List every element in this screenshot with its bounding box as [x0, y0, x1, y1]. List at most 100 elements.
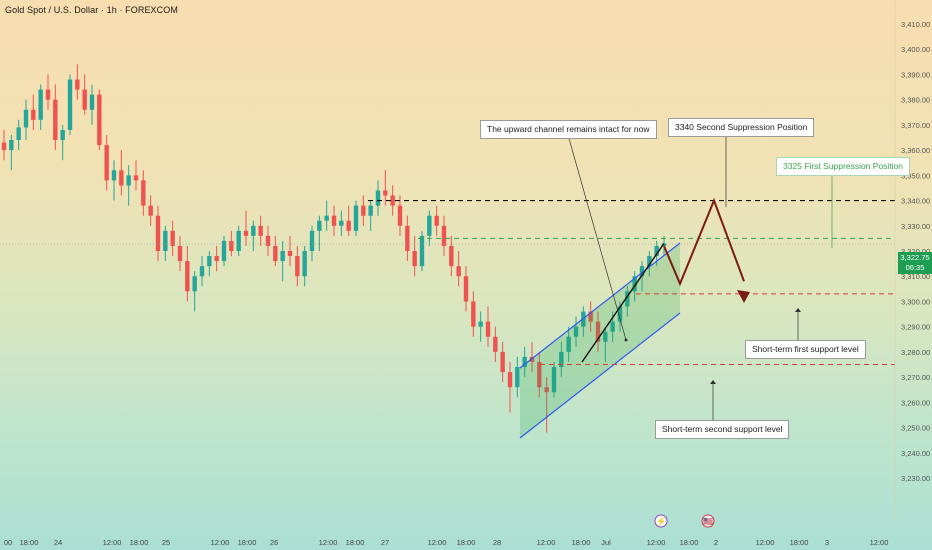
- candle-body: [493, 336, 498, 352]
- y-tick-label: 3,350.00: [901, 171, 930, 180]
- x-tick-label: 18:00: [680, 538, 699, 547]
- candle-body: [75, 79, 80, 90]
- candle-body: [515, 367, 520, 388]
- candle-body: [625, 291, 630, 307]
- candle-body: [544, 387, 549, 393]
- candle-body: [405, 225, 410, 251]
- x-tick-label: 12:00: [319, 538, 338, 547]
- x-tick-label: 18:00: [346, 538, 365, 547]
- candle-body: [595, 321, 601, 342]
- y-tick-label: 3,330.00: [901, 222, 930, 231]
- candle-body: [654, 245, 659, 257]
- candle-body: [573, 326, 579, 337]
- candle-body: [471, 301, 476, 327]
- x-tick-label: 12:00: [211, 538, 230, 547]
- candle-body: [177, 245, 183, 262]
- candle-body: [111, 170, 117, 181]
- y-tick-label: 3,320.00: [901, 247, 930, 256]
- event-icon-bolt-circle: [654, 514, 668, 528]
- candle-body: [331, 215, 337, 226]
- candle-body: [500, 351, 505, 373]
- candle-body: [427, 215, 432, 236]
- candle-body: [537, 361, 542, 388]
- channel-annotation-connector: [567, 134, 627, 341]
- annotation-second-support[interactable]: Short-term second support level: [655, 420, 790, 439]
- flag-icon: 🇺🇸: [703, 517, 713, 526]
- candle-body: [89, 94, 95, 110]
- y-tick-label: 3,270.00: [901, 373, 930, 382]
- candle-body: [617, 306, 623, 322]
- event-icon-flag-circle: [701, 514, 715, 528]
- first-support-marker: [795, 308, 801, 312]
- channel-upper-line: [519, 242, 681, 369]
- projection-path: [663, 197, 745, 287]
- candle-body: [155, 215, 161, 251]
- candle-body: [265, 235, 271, 246]
- y-tick-label: 3,240.00: [901, 449, 930, 458]
- candle-body: [390, 195, 395, 206]
- x-tick-label: 12:00: [647, 538, 666, 547]
- axes-group: 3,230.00 3,240.00 3,250.00 3,260.00 3,270.00…: [4, 0, 930, 547]
- x-tick-label: 00: [4, 538, 12, 547]
- candle-body: [353, 205, 359, 231]
- x-tick-label: 12:00: [756, 538, 775, 547]
- candle-body: [148, 205, 153, 216]
- second-support-marker: [710, 380, 716, 384]
- x-tick-label: 28: [493, 538, 501, 547]
- candle-body: [1, 142, 7, 151]
- trend-line: [581, 243, 665, 363]
- candle-body: [199, 266, 205, 277]
- annotation-second-suppression[interactable]: 3340 Second Suppression Position: [668, 118, 815, 137]
- projection-arrowhead: [737, 290, 750, 303]
- y-tick-label: 3,230.00: [901, 474, 930, 483]
- bar-countdown: 06:35: [905, 263, 925, 272]
- x-tick-label: 27: [381, 538, 389, 547]
- candle-body: [647, 256, 652, 267]
- candle-body: [45, 89, 51, 100]
- y-tick-label: 3,400.00: [901, 45, 930, 54]
- candle-body: [163, 230, 168, 251]
- y-tick-label: 3,250.00: [901, 424, 930, 433]
- candle-body: [38, 89, 43, 120]
- y-tick-label: 3,390.00: [901, 70, 930, 79]
- drawings-group: [0, 131, 895, 439]
- chart-title: Gold Spot / U.S. Dollar · 1h · FOREXCOM: [5, 5, 178, 15]
- bolt-icon: ⚡: [656, 516, 666, 526]
- candle-body: [251, 225, 256, 236]
- candle-body: [60, 129, 65, 141]
- candle-body: [324, 215, 329, 221]
- annotation-first-suppression[interactable]: 3325 First Suppression Position: [776, 157, 911, 176]
- candle-body: [522, 356, 527, 368]
- y-tick-label: 3,280.00: [901, 348, 930, 357]
- candle-body: [97, 94, 102, 146]
- x-tick-label: 24: [54, 538, 62, 547]
- candle-body: [603, 331, 608, 342]
- candle-body: [397, 205, 403, 226]
- x-tick-label: 12:00: [103, 538, 122, 547]
- candle-body: [192, 276, 197, 292]
- candle-body: [67, 79, 73, 130]
- y-tick-label: 3,380.00: [901, 96, 930, 105]
- candle-body: [507, 372, 513, 388]
- candle-body: [412, 251, 417, 267]
- candle-body: [214, 256, 219, 262]
- candle-body: [339, 220, 344, 226]
- y-tick-label: 3,300.00: [901, 297, 930, 306]
- candle-body: [632, 276, 637, 292]
- x-tick-label: 18:00: [572, 538, 591, 547]
- x-tick-label: 18:00: [238, 538, 257, 547]
- candle-body: [258, 225, 263, 236]
- candle-body: [23, 109, 29, 128]
- x-tick-label: 2: [714, 538, 718, 547]
- x-tick-label: 18:00: [457, 538, 476, 547]
- y-tick-label: 3,360.00: [901, 146, 930, 155]
- candle-body: [485, 321, 491, 337]
- annotation-channel[interactable]: The upward channel remains intact for no…: [480, 120, 657, 139]
- y-tick-label: 3,290.00: [901, 323, 930, 332]
- candle-body: [434, 215, 439, 226]
- candle-body: [16, 127, 21, 141]
- candle-body: [229, 240, 234, 251]
- annotation-first-support[interactable]: Short-term first support level: [745, 340, 866, 359]
